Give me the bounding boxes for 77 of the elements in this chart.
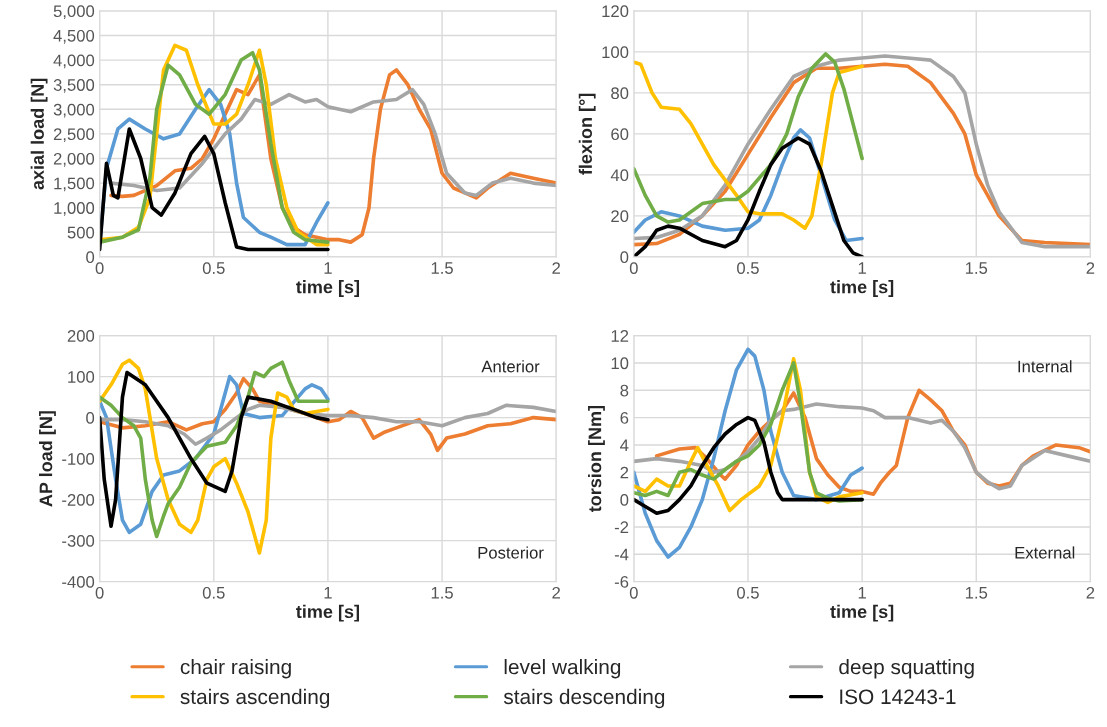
y-tick-label: 4,000: [53, 54, 95, 69]
x-tick-label: 1.5: [965, 262, 988, 274]
x-tick-label: 1.5: [431, 262, 453, 274]
y-tick-label: 100: [68, 371, 95, 383]
y-tick-label: 2: [620, 466, 629, 479]
y-tick-label: 10: [611, 357, 629, 370]
x-tick-label: 1: [858, 587, 866, 599]
y-tick-label: 200: [67, 330, 95, 342]
y-axis-title: flexion [°]: [578, 93, 596, 175]
x-tick-label: 1.5: [965, 587, 988, 599]
y-tick-label: 3,000: [53, 103, 95, 118]
y-tick-label: 0: [620, 494, 629, 506]
legend-label: deep squatting: [839, 658, 974, 679]
legend-label: chair raising: [180, 658, 291, 679]
x-axis-title: time [s]: [296, 604, 360, 622]
y-tick-label: 6: [620, 412, 629, 424]
x-tick-label: 0.5: [737, 586, 759, 599]
y-tick-label: 8: [620, 384, 629, 397]
y-tick-label: 120: [602, 5, 629, 18]
y-tick-label: 40: [610, 169, 629, 182]
y-tick-label: 5,000: [53, 5, 95, 20]
y-tick-label: -4: [614, 548, 629, 561]
y-tick-label: 100: [602, 46, 629, 59]
y-tick-label: 0: [86, 412, 95, 424]
y-tick-label: 20: [611, 210, 629, 223]
y-tick-label: -2: [614, 521, 629, 533]
x-axis-title: time [s]: [296, 280, 360, 297]
x-tick-label: 0: [95, 586, 104, 599]
y-axis-title: AP load [N]: [39, 411, 56, 507]
x-tick-label: 0: [629, 262, 638, 274]
x-tick-label: 0.5: [202, 586, 225, 599]
y-tick-label: 2,000: [53, 152, 95, 167]
y-tick-label: 80: [611, 87, 629, 100]
y-tick-label: -300: [62, 535, 95, 547]
line-series: [633, 415, 864, 516]
annotation: External: [1015, 546, 1075, 559]
y-tick-label: 4: [620, 439, 629, 451]
x-tick-label: 2: [552, 586, 560, 599]
line-series: [99, 127, 330, 252]
x-tick-label: 1: [324, 587, 332, 599]
y-axis-title: axial load [N]: [30, 78, 48, 190]
legend-label: ISO 14243-1: [840, 689, 956, 705]
x-tick-label: 2: [1086, 262, 1095, 274]
x-tick-label: 0.5: [737, 262, 759, 274]
legend-label: stairs ascending: [180, 688, 330, 709]
legend-label: level walking: [504, 658, 621, 679]
y-tick-label: 12: [611, 330, 629, 342]
y-tick-label: -6: [614, 576, 629, 588]
x-tick-label: 0: [629, 586, 638, 599]
y-tick-label: 4,500: [53, 29, 95, 44]
annotation: Anterior: [481, 360, 540, 373]
y-tick-label: 60: [611, 128, 629, 141]
y-tick-label: 0: [86, 251, 95, 264]
y-tick-label: -400: [62, 576, 95, 588]
x-tick-label: 1: [858, 262, 866, 274]
y-axis-title: torsion [Nm]: [588, 405, 605, 513]
x-axis-title: time [s]: [830, 604, 894, 622]
y-tick-label: 500: [67, 226, 95, 239]
x-tick-label: 2: [1086, 586, 1095, 599]
y-tick-label: -200: [62, 494, 95, 506]
legend-label: stairs descending: [503, 688, 665, 709]
annotation: Internal: [1018, 360, 1072, 373]
y-tick-label: 2,500: [53, 128, 95, 143]
annotation: Posterior: [478, 546, 544, 559]
x-tick-label: 1: [324, 262, 332, 274]
x-tick-label: 0: [95, 262, 104, 274]
y-tick-label: 3,500: [53, 79, 95, 93]
y-tick-label: 0: [620, 251, 629, 264]
y-tick-label: 1,000: [54, 202, 95, 216]
line-series: [109, 87, 557, 198]
x-tick-label: 0.5: [202, 262, 225, 274]
x-axis-title: time [s]: [830, 280, 894, 297]
x-tick-label: 2: [552, 262, 560, 274]
x-tick-label: 1.5: [431, 587, 453, 599]
line-series: [633, 136, 864, 257]
y-tick-label: -100: [62, 453, 95, 465]
y-tick-label: 1,500: [54, 177, 95, 192]
